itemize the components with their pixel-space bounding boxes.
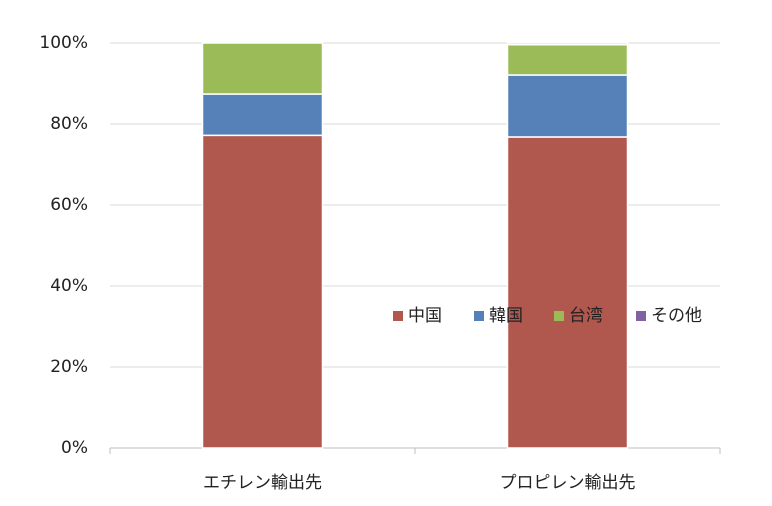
y-tick-label: 40% <box>50 276 88 296</box>
y-tick-label: 80% <box>50 114 88 134</box>
bar-segment <box>506 43 629 76</box>
bar-segment <box>506 42 629 46</box>
bar-segment <box>201 42 324 95</box>
bar-segment <box>506 136 629 449</box>
bar-segment <box>201 93 324 137</box>
y-tick-label: 0% <box>61 438 88 458</box>
x-tick-label: プロピレン輸出先 <box>500 473 636 493</box>
legend-marker <box>636 311 646 321</box>
x-tick-label: エチレン輸出先 <box>203 473 322 493</box>
y-tick-label: 20% <box>50 357 88 377</box>
legend-label: 中国 <box>408 306 442 326</box>
legend-marker <box>474 311 484 321</box>
legend-marker <box>554 311 564 321</box>
y-tick-label: 100% <box>39 33 88 53</box>
y-tick-label: 60% <box>50 195 88 215</box>
legend-marker <box>393 311 403 321</box>
bar-segment <box>506 74 629 138</box>
bar-segment <box>201 134 324 449</box>
legend-label: 韓国 <box>489 306 523 326</box>
legend-label: その他 <box>651 306 702 326</box>
legend-label: 台湾 <box>569 306 603 326</box>
